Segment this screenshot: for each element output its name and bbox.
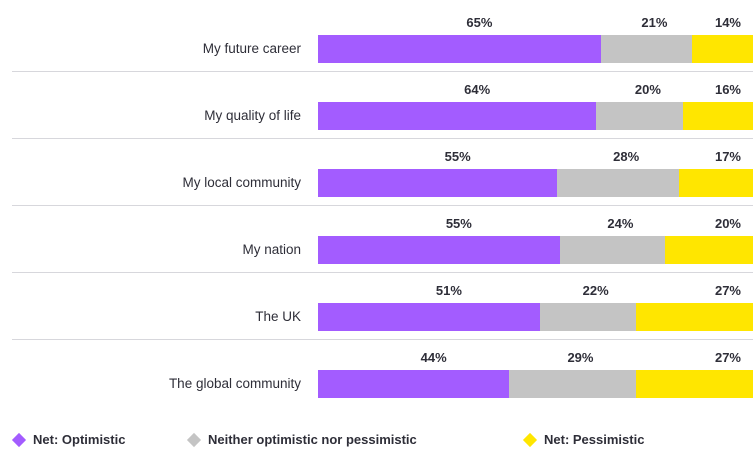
value-label-optimistic-my-nation: 55% xyxy=(445,216,472,231)
chart-legend: Net: Optimistic Neither optimistic nor p… xyxy=(11,432,753,450)
bar-segment-pessimistic-my-local-community xyxy=(679,169,753,197)
bar-segment-neither-my-nation xyxy=(559,236,666,264)
value-label-pessimistic-my-quality-of-life: 16% xyxy=(714,82,741,97)
value-label-neither-my-local-community: 28% xyxy=(613,149,640,164)
bar-segment-pessimistic-my-nation xyxy=(665,236,753,264)
category-label-the-uk: The UK xyxy=(255,309,301,324)
legend-swatch-optimistic xyxy=(11,432,27,447)
value-label-optimistic-my-quality-of-life: 64% xyxy=(464,82,491,97)
bar-segment-optimistic-my-quality-of-life xyxy=(318,102,597,130)
bar-segment-optimistic-my-future-career xyxy=(318,35,601,63)
value-label-optimistic-the-uk: 51% xyxy=(435,283,462,298)
bar-segment-pessimistic-my-future-career xyxy=(692,35,753,63)
category-label-my-quality-of-life: My quality of life xyxy=(204,108,301,123)
bar-segment-neither-my-future-career xyxy=(600,35,693,63)
row-divider xyxy=(12,138,753,139)
bar-segment-optimistic-my-nation xyxy=(318,236,560,264)
bar-segment-pessimistic-the-global-community xyxy=(635,370,753,398)
row-divider xyxy=(12,339,753,340)
bar-segment-pessimistic-the-uk xyxy=(635,303,753,331)
value-label-pessimistic-my-nation: 20% xyxy=(714,216,741,231)
bar-segment-pessimistic-my-quality-of-life xyxy=(683,102,753,130)
bar-segment-neither-my-quality-of-life xyxy=(596,102,684,130)
value-label-optimistic-my-future-career: 65% xyxy=(466,15,493,30)
value-label-pessimistic-the-uk: 27% xyxy=(714,283,741,298)
bar-segment-optimistic-the-uk xyxy=(318,303,540,331)
category-label-the-global-community: The global community xyxy=(168,376,301,391)
category-label-my-nation: My nation xyxy=(242,242,301,257)
value-label-optimistic-my-local-community: 55% xyxy=(444,149,471,164)
value-label-neither-the-global-community: 29% xyxy=(567,350,594,365)
legend-label-optimistic: Net: Optimistic xyxy=(33,432,126,447)
bar-segment-neither-my-local-community xyxy=(557,169,680,197)
bar-segment-optimistic-my-local-community xyxy=(318,169,558,197)
value-label-pessimistic-the-global-community: 27% xyxy=(714,350,741,365)
legend-swatch-neither xyxy=(186,432,202,447)
value-label-pessimistic-my-future-career: 14% xyxy=(714,15,741,30)
value-label-neither-my-future-career: 21% xyxy=(641,15,668,30)
value-label-optimistic-the-global-community: 44% xyxy=(420,350,447,365)
value-label-neither-my-nation: 24% xyxy=(607,216,634,231)
row-divider xyxy=(12,71,753,72)
row-divider xyxy=(12,272,753,273)
legend-label-neither: Neither optimistic nor pessimistic xyxy=(208,432,417,447)
category-label-my-local-community: My local community xyxy=(182,175,301,190)
category-label-my-future-career: My future career xyxy=(202,41,301,56)
row-divider xyxy=(12,205,753,206)
value-label-pessimistic-my-local-community: 17% xyxy=(714,149,741,164)
stacked-bar-chart: My future career 65% 21% 14% My quality of l… xyxy=(12,15,753,398)
value-label-neither-the-uk: 22% xyxy=(582,283,609,298)
legend-label-pessimistic: Net: Pessimistic xyxy=(544,432,645,447)
legend-swatch-pessimistic xyxy=(522,432,538,447)
legend-item-neither: Neither optimistic nor pessimistic xyxy=(186,432,417,447)
bar-segment-neither-the-uk xyxy=(539,303,636,331)
bar-segment-optimistic-the-global-community xyxy=(318,370,510,398)
legend-item-optimistic: Net: Optimistic xyxy=(11,432,126,447)
bar-segment-neither-the-global-community xyxy=(509,370,636,398)
value-label-neither-my-quality-of-life: 20% xyxy=(634,82,661,97)
legend-item-pessimistic: Net: Pessimistic xyxy=(522,432,645,447)
